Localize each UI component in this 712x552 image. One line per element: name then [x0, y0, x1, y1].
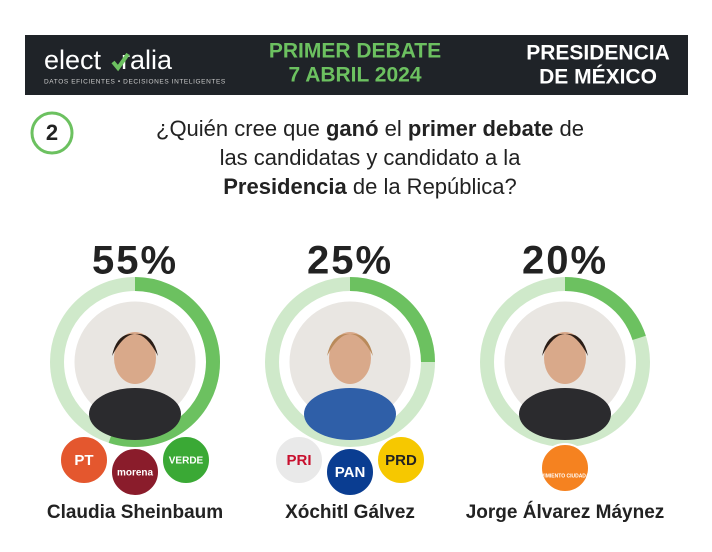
event-title: PRIMER DEBATE	[269, 40, 441, 63]
party-logo	[325, 447, 375, 497]
candidate-name: Claudia Sheinbaum	[47, 502, 223, 523]
event-date: 7 ABRIL 2024	[288, 64, 421, 87]
photo-hair	[327, 333, 373, 356]
question-segment: ¿Quién cree que	[156, 116, 326, 141]
party-logo	[161, 435, 211, 485]
logo-check	[111, 52, 130, 72]
photo-body	[304, 388, 396, 440]
question-line: las candidatas y candidato a la	[220, 145, 522, 170]
question-segment: el	[379, 116, 408, 141]
value-label: 55%	[92, 239, 178, 283]
question-segment: de	[553, 116, 584, 141]
header-bar	[25, 35, 688, 95]
photo-body	[519, 388, 611, 440]
party-logo	[59, 435, 109, 485]
ring-arc	[349, 277, 435, 363]
rings: 55% PT morena VERDE Claudia Sheinbaum 25% PRI P…	[47, 239, 664, 523]
party-logo	[540, 443, 590, 493]
party-name: PAN	[335, 464, 366, 481]
party-logo	[274, 435, 324, 485]
party-name: PT	[74, 452, 93, 469]
candidate-name: Jorge Álvarez Máynez	[466, 501, 665, 523]
photo-hair	[542, 333, 588, 356]
question-segment: de la República?	[347, 174, 517, 199]
question-segment: primer debate	[408, 116, 554, 141]
value-label: 25%	[307, 239, 393, 283]
logo-part: elect	[44, 45, 102, 75]
party-name: morena	[117, 468, 154, 479]
photo-body	[89, 388, 181, 440]
photo-face	[544, 332, 586, 384]
question-segment: Presidencia	[223, 174, 347, 199]
question-badge	[30, 111, 74, 155]
photo-hair	[112, 333, 158, 356]
logo: elect ralia	[44, 45, 173, 75]
candidate-name: Xóchitl Gálvez	[285, 502, 415, 523]
photo-face	[114, 332, 156, 384]
party-name: MOVIMIENTO CIUDADANO	[533, 473, 597, 479]
office-line: PRESIDENCIA	[526, 42, 670, 65]
party-name: PRI	[286, 452, 311, 469]
value-label: 20%	[522, 239, 608, 283]
party-name: PRD	[385, 452, 417, 469]
office-line: DE MÉXICO	[539, 66, 657, 89]
party-logo	[110, 447, 160, 497]
logo-part: ralia	[121, 45, 173, 75]
question-segment: ganó	[326, 116, 379, 141]
question-number: 2	[46, 120, 58, 145]
party-name: VERDE	[169, 456, 204, 467]
question-line: Presidencia de la República?	[223, 174, 517, 199]
question: ¿Quién cree que ganó el primer debate de…	[156, 116, 584, 199]
question-segment: las candidatas y candidato a la	[220, 145, 522, 170]
ring-arc	[564, 277, 646, 341]
question-line: ¿Quién cree que ganó el primer debate de	[156, 116, 584, 141]
photo-face	[329, 332, 371, 384]
tagline: DATOS EFICIENTES • DECISIONES INTELIGENT…	[44, 79, 226, 86]
party-logo	[376, 435, 426, 485]
